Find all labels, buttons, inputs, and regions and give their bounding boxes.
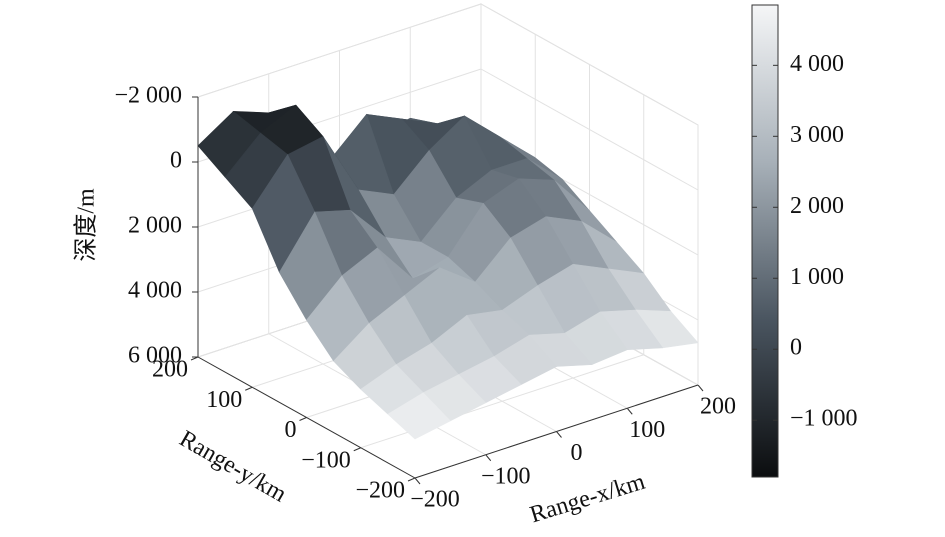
z-tick-label: 6 000 [128, 343, 182, 369]
x-tick [626, 407, 633, 415]
y-tick-label: −100 [301, 447, 351, 473]
y-tick [299, 417, 307, 421]
x-tick-label: −200 [410, 487, 460, 513]
z-tick-label: 0 [170, 148, 182, 174]
y-tick [407, 477, 416, 482]
z-axis-label: 深度/m [73, 188, 100, 262]
x-tick [414, 477, 421, 485]
surface-patch [387, 392, 451, 440]
y-tick [353, 447, 361, 452]
x-tick-label: 100 [629, 417, 665, 443]
z-tick-label: −2 000 [114, 83, 182, 109]
y-tick-label: 200 [152, 357, 188, 383]
colorbar [751, 4, 779, 478]
x-tick-label: 200 [700, 394, 736, 420]
y-axis-label: Range-y/km [175, 426, 291, 508]
y-axis [197, 356, 416, 479]
colorbar-tick-label: 1 000 [790, 264, 844, 290]
x-tick [556, 431, 562, 438]
grid-line [480, 3, 699, 126]
x-axis [414, 384, 699, 479]
y-tick-label: 100 [206, 387, 242, 413]
y-tick-label: 0 [285, 417, 297, 443]
x-tick [485, 454, 492, 462]
y-tick [245, 386, 253, 391]
colorbar-tick-label: 2 000 [790, 193, 844, 219]
x-tick-label: 0 [571, 440, 583, 466]
colorbar-tick-label: 4 000 [790, 51, 844, 77]
z-tick-label: 4 000 [128, 278, 182, 304]
x-axis-label: Range-x/km [527, 469, 648, 529]
colorbar-tick-label: 0 [790, 335, 802, 361]
y-tick-label: −200 [355, 478, 405, 504]
z-tick-label: 2 000 [128, 213, 182, 239]
grid-line [480, 68, 699, 191]
colorbar-tick-label: −1 000 [790, 406, 858, 432]
x-tick [697, 384, 704, 392]
grid-line [197, 3, 482, 98]
x-tick-label: −100 [481, 463, 531, 489]
colorbar-tick-label: 3 000 [790, 122, 844, 148]
